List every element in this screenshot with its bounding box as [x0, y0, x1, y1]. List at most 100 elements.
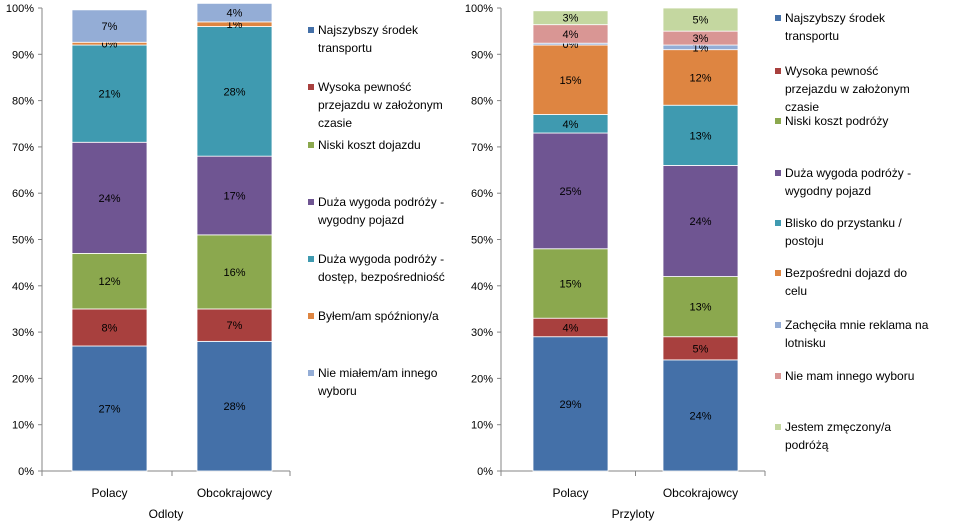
- bar-segment: [71, 252, 148, 310]
- x-category-label: Obcokrajowcy: [197, 486, 272, 500]
- x-category-label: Obcokrajowcy: [663, 486, 738, 500]
- data-label: 4%: [563, 29, 579, 41]
- bar-segment: [532, 10, 609, 26]
- legend-label: podróżą: [785, 438, 829, 452]
- legend-swatch: [308, 370, 314, 376]
- data-label: 8%: [102, 322, 118, 334]
- data-label: 4%: [563, 322, 579, 334]
- bar-segment: [71, 9, 148, 43]
- legend-label: Bezpośredni dojazd do: [785, 266, 907, 280]
- y-tick-label: 20%: [471, 373, 493, 385]
- bar-segment: [196, 2, 273, 23]
- data-label: 28%: [223, 86, 245, 98]
- legend-swatch: [308, 313, 314, 319]
- legend-label: Nie mam innego wyboru: [785, 369, 914, 383]
- data-label: 4%: [227, 8, 243, 20]
- data-label: 7%: [102, 21, 118, 33]
- legend-label: Duża wygoda podróży -: [318, 252, 444, 266]
- legend-label: Duża wygoda podróży -: [318, 195, 444, 209]
- legend-swatch: [775, 15, 781, 21]
- data-label: 13%: [689, 302, 711, 314]
- legend-swatch: [308, 27, 314, 33]
- legend-swatch: [775, 270, 781, 276]
- y-tick-label: 30%: [471, 327, 493, 339]
- bar-segment: [532, 44, 609, 115]
- legend-swatch: [775, 220, 781, 226]
- y-tick-label: 50%: [12, 235, 34, 247]
- legend-label: czasie: [785, 100, 819, 114]
- legend-swatch: [775, 322, 781, 328]
- legend-label: Zachęciła mnie reklama na: [785, 318, 929, 332]
- x-axis-title: Odloty: [149, 507, 184, 521]
- legend-label: transportu: [785, 29, 839, 43]
- y-tick-label: 80%: [12, 96, 34, 108]
- legend-label: wyboru: [317, 384, 357, 398]
- y-tick-label: 80%: [471, 96, 493, 108]
- data-label: 12%: [689, 72, 711, 84]
- y-tick-label: 100%: [465, 3, 493, 15]
- bar-segment: [196, 26, 273, 157]
- data-label: 24%: [98, 193, 120, 205]
- legend-label: Jestem zmęczony/a: [785, 420, 891, 434]
- bar-segment: [71, 345, 148, 472]
- bar-segment: [532, 132, 609, 250]
- data-label: 21%: [98, 89, 120, 101]
- data-label: 4%: [563, 119, 579, 131]
- y-tick-label: 0%: [477, 466, 493, 478]
- bar-segment: [662, 104, 739, 166]
- legend-label: postoju: [785, 234, 824, 248]
- legend-label: Wysoka pewność: [318, 80, 411, 94]
- bar-segment: [662, 276, 739, 338]
- bar-segment: [71, 141, 148, 254]
- legend-label: czasie: [318, 116, 352, 130]
- data-label: 16%: [223, 267, 245, 279]
- y-tick-label: 60%: [12, 188, 34, 200]
- y-tick-label: 90%: [12, 49, 34, 61]
- y-tick-label: 0%: [18, 466, 34, 478]
- data-label: 25%: [559, 186, 581, 198]
- data-label: 24%: [689, 410, 711, 422]
- legend-label: transportu: [318, 41, 372, 55]
- bar-segment: [532, 248, 609, 319]
- x-category-label: Polacy: [91, 486, 127, 500]
- data-label: 17%: [223, 191, 245, 203]
- y-tick-label: 60%: [471, 188, 493, 200]
- legend-label: Blisko do przystanku /: [785, 216, 902, 230]
- legend-label: Byłem/am spóźniony/a: [318, 309, 439, 323]
- y-tick-label: 40%: [12, 281, 34, 293]
- bar-segment: [196, 155, 273, 236]
- data-label: 3%: [563, 13, 579, 25]
- data-label: 27%: [98, 403, 120, 415]
- legend-swatch: [775, 118, 781, 124]
- y-tick-label: 10%: [471, 420, 493, 432]
- y-tick-label: 30%: [12, 327, 34, 339]
- data-label: 7%: [227, 320, 243, 332]
- data-label: 5%: [693, 343, 709, 355]
- y-tick-label: 50%: [471, 235, 493, 247]
- y-tick-label: 90%: [471, 49, 493, 61]
- data-label: 28%: [223, 401, 245, 413]
- legend-label: przejazdu w założonym: [785, 82, 910, 96]
- legend-label: lotnisku: [785, 336, 826, 350]
- data-label: 15%: [559, 75, 581, 87]
- legend-swatch: [308, 84, 314, 90]
- bar-segment: [196, 340, 273, 472]
- bar-segment: [662, 7, 739, 32]
- legend-swatch: [308, 256, 314, 262]
- bar-segment: [71, 308, 148, 347]
- legend-label: wygodny pojazd: [784, 184, 871, 198]
- data-label: 3%: [693, 33, 709, 45]
- bar-segment: [71, 44, 148, 143]
- data-label: 5%: [693, 15, 709, 27]
- legend-swatch: [308, 142, 314, 148]
- bar-segment: [662, 359, 739, 472]
- legend-label: Najszybszy środek: [785, 11, 886, 25]
- bar-segment: [662, 165, 739, 277]
- legend-label: celu: [785, 284, 807, 298]
- y-tick-label: 40%: [471, 281, 493, 293]
- bar-segment: [196, 308, 273, 342]
- y-tick-label: 100%: [6, 3, 34, 15]
- data-label: 12%: [98, 276, 120, 288]
- x-axis-title: Przyloty: [612, 507, 655, 521]
- legend-label: Wysoka pewność: [785, 64, 878, 78]
